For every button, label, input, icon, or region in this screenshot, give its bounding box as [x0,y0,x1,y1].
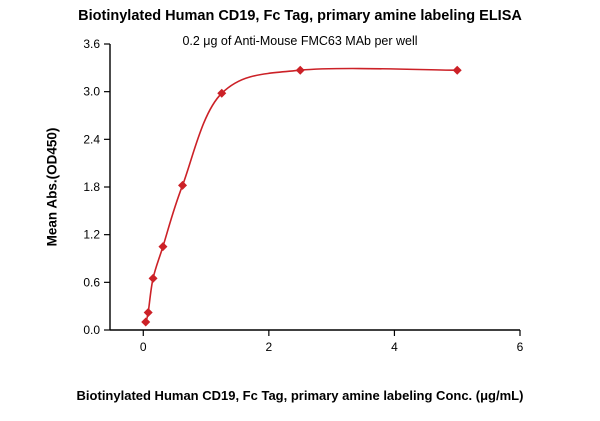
data-point-marker [178,180,188,190]
data-point-marker [141,317,151,327]
x-tick-label: 0 [140,340,147,354]
data-point-marker [295,65,305,75]
y-tick-label: 1.8 [83,180,100,194]
data-point-marker [217,88,227,98]
y-tick-label: 1.2 [83,228,100,242]
y-tick-label: 0.6 [83,275,100,289]
y-tick-label: 2.4 [83,132,100,146]
chart-title: Biotinylated Human CD19, Fc Tag, primary… [78,8,522,24]
y-tick-label: 3.0 [83,85,100,99]
x-tick-label: 4 [391,340,398,354]
data-point-marker [143,308,153,318]
chart-subtitle: 0.2 μg of Anti-Mouse FMC63 MAb per well [182,34,418,48]
data-point-marker [148,273,158,283]
data-point-marker [158,242,168,252]
x-tick-label: 2 [266,340,273,354]
data-point-marker [452,65,462,75]
fit-curve [144,67,458,323]
x-axis-label: Biotinylated Human CD19, Fc Tag, primary… [76,388,524,403]
y-tick-label: 3.6 [83,37,100,51]
y-tick-label: 0.0 [83,323,100,337]
x-tick-label: 6 [517,340,524,354]
